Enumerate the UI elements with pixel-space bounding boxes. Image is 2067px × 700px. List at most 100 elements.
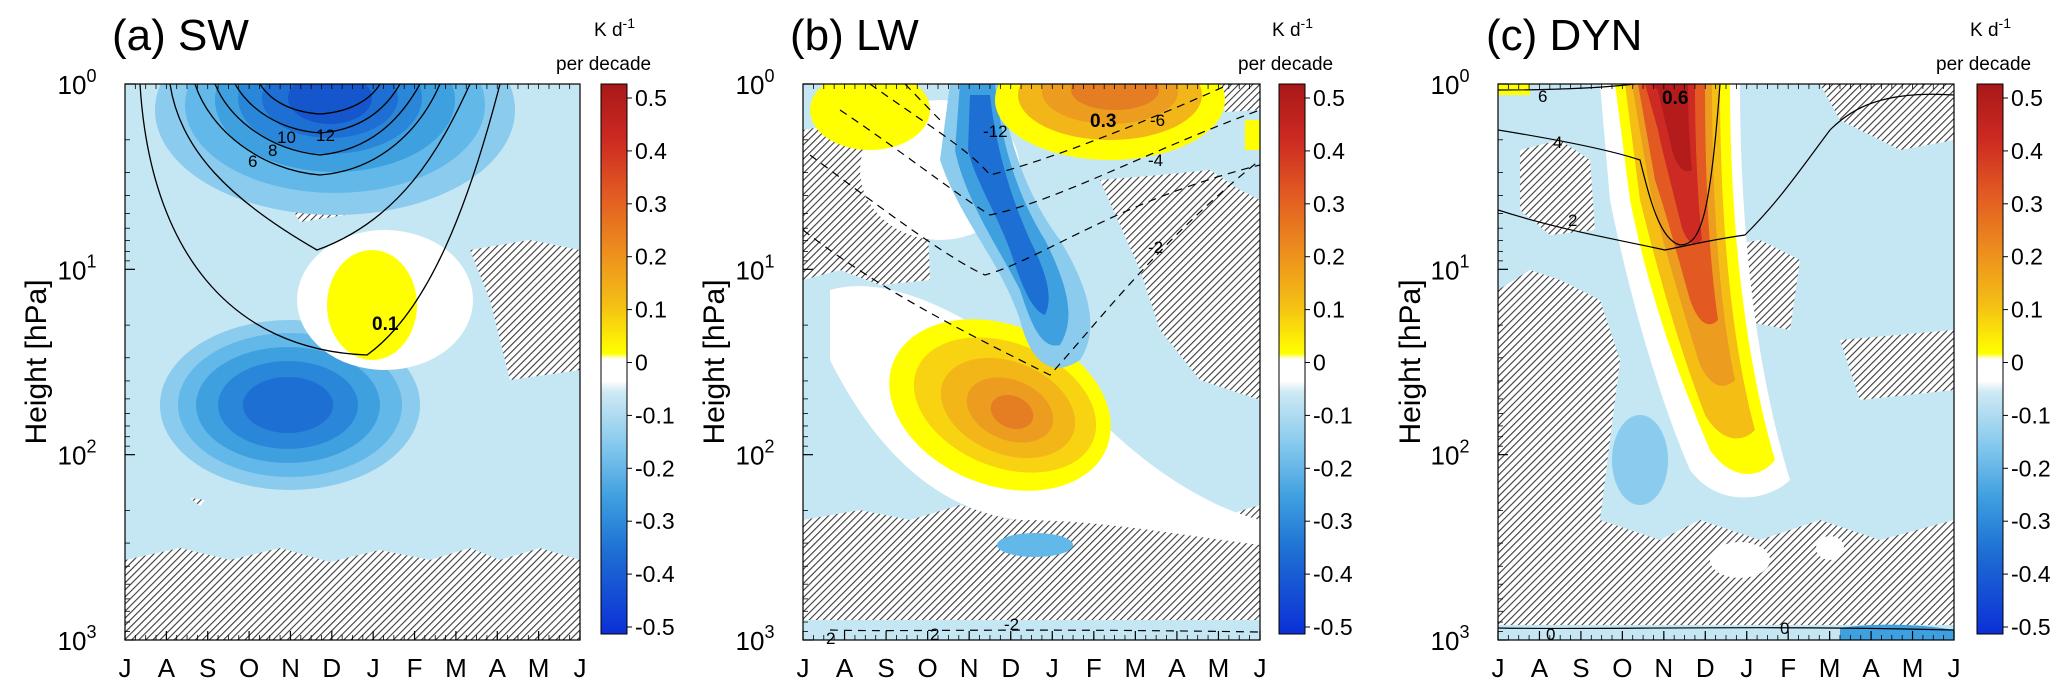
colorbar-ticks: 0.5 0.4 0.3 0.2 0.1 0 -0.1 -0.2 -0.3 -0.4 -0.5 [2003, 85, 2051, 640]
contour-label: 2 [930, 625, 939, 644]
colorbar-tick-label: 0 [635, 350, 648, 376]
x-tick-label: S [199, 653, 216, 683]
hatch-region [470, 240, 580, 380]
colorbar-tick-label: -0.3 [2011, 508, 2051, 534]
pos-region [1650, 84, 1692, 172]
hatch-region [803, 505, 1260, 620]
x-tick-label: F [1086, 653, 1102, 683]
colorbar-tick-label: 0.3 [1313, 191, 1345, 217]
x-tick-label: A [1168, 653, 1186, 683]
colorbar-tick-label: -0.2 [2011, 455, 2051, 481]
x-tick-label: O [239, 653, 259, 683]
panel-lw: (b) LW [698, 11, 1353, 683]
y-axis-title: Height [hPa] [20, 279, 53, 444]
x-tick-label: F [407, 653, 423, 683]
colorbar-sw: 0.5 0.4 0.3 0.2 0.1 0 -0.1 -0.2 -0.3 -0.4 -0.5 K d… [556, 15, 675, 640]
x-tick-label: J [367, 653, 380, 683]
heatmap-sw [125, 84, 580, 640]
unit-label: K d-1 [594, 15, 635, 41]
contour-label: -2 [1004, 615, 1019, 634]
colorbar-tick-label: 0.4 [2011, 138, 2043, 164]
hatch-region [1498, 270, 1954, 625]
x-tick-label: M [528, 653, 550, 683]
x-tick-label: M [1902, 653, 1924, 683]
colorbar-tick-label: -0.3 [635, 508, 675, 534]
unit-label: K d-1 [1970, 15, 2011, 41]
y-axis-title: Height [hPa] [698, 279, 731, 444]
contour-label: -6 [1150, 111, 1165, 130]
y-tick-label: 101 [736, 251, 775, 285]
y-tick-label: 101 [1431, 251, 1470, 285]
y-tick-label: 102 [1431, 437, 1470, 471]
x-tick-label: F [1780, 653, 1796, 683]
colorbar-tick-label: 0.3 [2011, 191, 2043, 217]
colorbar-ticks: 0.5 0.4 0.3 0.2 0.1 0 -0.1 -0.2 -0.3 -0.4 -0.5 [627, 85, 675, 640]
colorbar-tick-label: -0.4 [635, 561, 675, 587]
panel-dyn: (c) DYN [1394, 11, 2051, 683]
hatch-region [1220, 84, 1260, 112]
colorbar [1976, 83, 2004, 635]
contour-label: -4 [1148, 151, 1163, 170]
x-tick-label: M [445, 653, 467, 683]
x-tick-label: A [836, 653, 854, 683]
colorbar-tick-label: -0.1 [1313, 402, 1353, 428]
colorbar-tick-label: -0.4 [2011, 561, 2051, 587]
hatch-region [1520, 140, 1595, 235]
y-tick-label: 100 [1431, 66, 1470, 100]
colorbar-tick-label: 0.5 [2011, 85, 2043, 111]
colorbar-tick-label: 0.5 [635, 85, 667, 111]
x-tick-label: A [1862, 653, 1880, 683]
colorbar-tick-label: 0 [2011, 350, 2024, 376]
x-tick-label: N [960, 653, 979, 683]
y-tick-label: 103 [1431, 622, 1470, 656]
hatch-region [1820, 84, 1954, 150]
x-tick-label: A [158, 653, 176, 683]
contour-label: 0 [1546, 625, 1555, 644]
y-tick-label: 100 [58, 66, 97, 100]
contour-label: 8 [268, 141, 277, 160]
pos-region [1245, 120, 1260, 150]
panel-title-lw: (b) LW [790, 11, 919, 60]
colorbar-tick-label: -0.5 [2011, 614, 2051, 640]
peak-label: 0.1 [372, 314, 399, 335]
colorbar-tick-label: 0.4 [635, 138, 667, 164]
zero-region [1816, 536, 1844, 560]
unit-sublabel: per decade [1238, 54, 1333, 75]
colorbar-tick-label: 0.2 [2011, 244, 2043, 270]
colorbar-dyn: 0.5 0.4 0.3 0.2 0.1 0 -0.1 -0.2 -0.3 -0.4 -0.5 K d… [1936, 15, 2051, 640]
contour-label: 6 [1538, 87, 1547, 106]
colorbar-tick-label: 0 [1313, 350, 1326, 376]
x-tick-label: A [489, 653, 507, 683]
x-tick-label: M [1208, 653, 1230, 683]
neg-region [288, 84, 372, 124]
x-tick-label: D [1696, 653, 1715, 683]
contour-label: 2 [1568, 211, 1577, 230]
zero-region [1710, 542, 1770, 578]
colorbar-ticks: 0.5 0.4 0.3 0.2 0.1 0 -0.1 -0.2 -0.3 -0.4 -0.5 [1305, 85, 1353, 640]
colorbar-tick-label: -0.5 [635, 614, 675, 640]
x-tick-label: J [1254, 653, 1267, 683]
colorbar-tick-label: 0.3 [635, 191, 667, 217]
pos-region [327, 250, 417, 360]
x-tick-label: O [918, 653, 938, 683]
colorbar-tick-label: -0.5 [1313, 614, 1353, 640]
unit-sublabel: per decade [1936, 54, 2031, 75]
neg-region [1612, 415, 1668, 505]
colorbar [1278, 83, 1306, 635]
y-tick-label: 102 [58, 437, 97, 471]
contour-lines [803, 84, 1260, 633]
contour-label: 10 [277, 128, 296, 147]
colorbar-tick-label: -0.2 [1313, 455, 1353, 481]
neg-region [968, 95, 1049, 315]
x-tick-label: J [119, 653, 132, 683]
colorbar-tick-label: -0.2 [635, 455, 675, 481]
contour-label: 12 [316, 126, 335, 145]
colorbar-tick-label: 0.1 [635, 297, 667, 323]
pos-region [990, 395, 1034, 429]
contour-label: 4 [1553, 133, 1562, 152]
x-tick-label: J [1948, 653, 1961, 683]
colorbar-tick-label: 0.1 [1313, 297, 1345, 323]
